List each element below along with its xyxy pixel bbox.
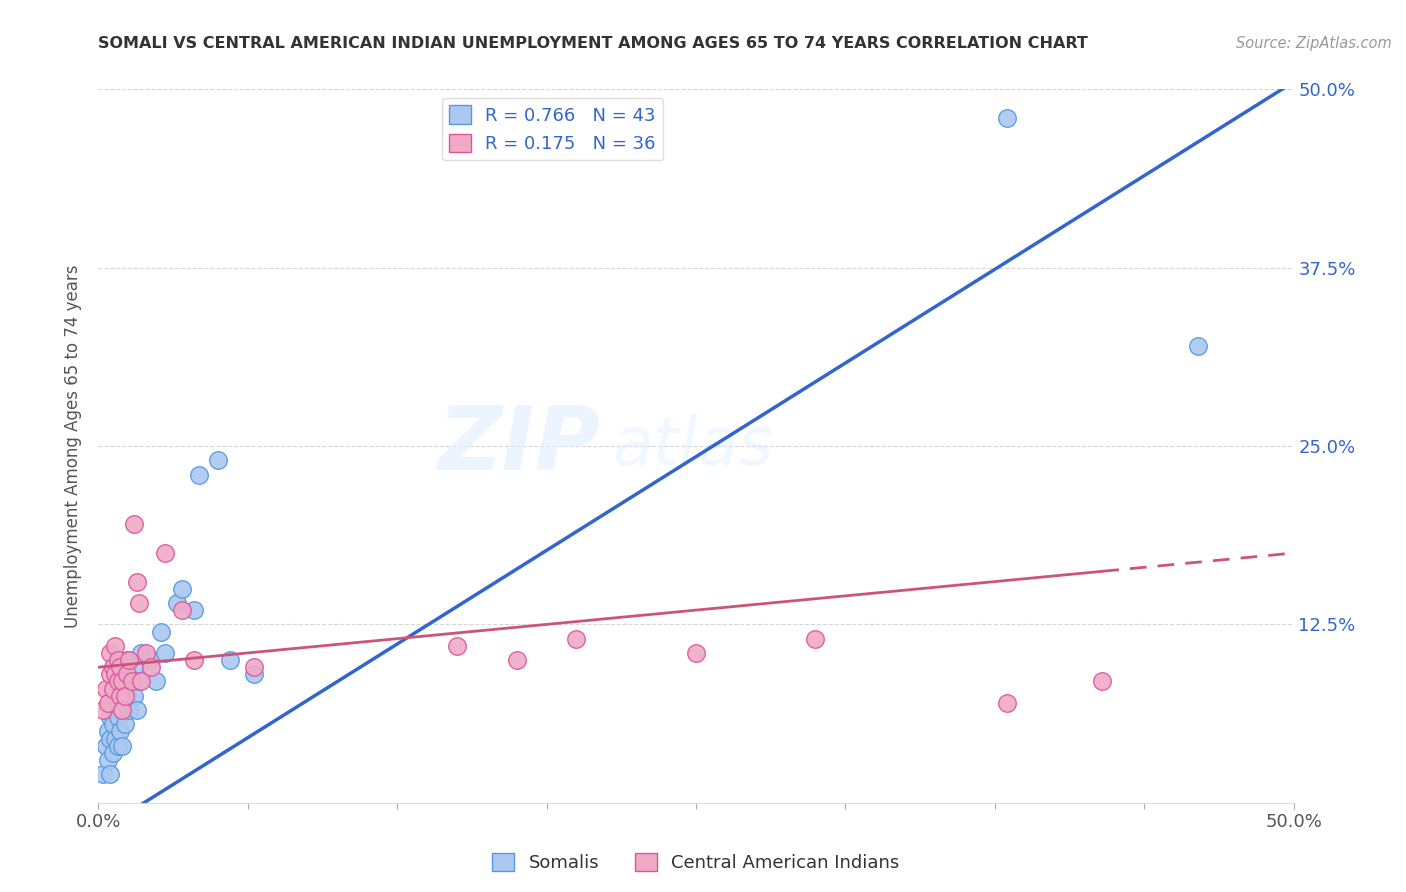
Point xyxy=(172,582,194,596)
Point xyxy=(139,653,162,667)
Point xyxy=(125,574,148,589)
Point xyxy=(121,674,143,689)
Point xyxy=(107,653,129,667)
Point xyxy=(111,739,134,753)
Point xyxy=(97,753,120,767)
Point xyxy=(111,703,134,717)
Text: ZIP: ZIP xyxy=(437,402,600,490)
Point xyxy=(114,689,136,703)
Point xyxy=(207,453,229,467)
Point xyxy=(104,639,127,653)
Point xyxy=(97,724,120,739)
Point xyxy=(108,696,131,710)
Point xyxy=(108,724,131,739)
Point xyxy=(187,467,209,482)
Point xyxy=(125,703,148,717)
Point xyxy=(183,653,205,667)
Point xyxy=(128,596,150,610)
Point xyxy=(104,667,127,681)
Point xyxy=(104,731,127,746)
Point xyxy=(111,703,134,717)
Point xyxy=(111,667,134,681)
Point xyxy=(128,674,150,689)
Point xyxy=(107,739,129,753)
Point xyxy=(107,674,129,689)
Text: SOMALI VS CENTRAL AMERICAN INDIAN UNEMPLOYMENT AMONG AGES 65 TO 74 YEARS CORRELA: SOMALI VS CENTRAL AMERICAN INDIAN UNEMPL… xyxy=(98,36,1088,51)
Point xyxy=(124,517,146,532)
Point xyxy=(91,767,114,781)
Point xyxy=(107,681,129,696)
Point xyxy=(1091,674,1114,689)
Point xyxy=(108,660,131,674)
Point xyxy=(139,660,162,674)
Text: Source: ZipAtlas.com: Source: ZipAtlas.com xyxy=(1236,36,1392,51)
Point xyxy=(995,111,1018,125)
Y-axis label: Unemployment Among Ages 65 to 74 years: Unemployment Among Ages 65 to 74 years xyxy=(65,264,83,628)
Text: atlas: atlas xyxy=(613,413,773,479)
Point xyxy=(149,624,172,639)
Point xyxy=(446,639,468,653)
Point xyxy=(94,739,117,753)
Point xyxy=(131,646,153,660)
Point xyxy=(98,710,122,724)
Legend: Somalis, Central American Indians: Somalis, Central American Indians xyxy=(485,846,907,880)
Point xyxy=(115,653,138,667)
Point xyxy=(97,696,120,710)
Point xyxy=(101,746,124,760)
Point xyxy=(506,653,529,667)
Point xyxy=(145,674,167,689)
Point xyxy=(243,667,266,681)
Point xyxy=(101,660,124,674)
Point xyxy=(166,596,188,610)
Point xyxy=(91,703,114,717)
Point xyxy=(98,767,122,781)
Point xyxy=(804,632,827,646)
Point xyxy=(98,667,122,681)
Point xyxy=(107,710,129,724)
Point xyxy=(121,674,143,689)
Point xyxy=(118,703,141,717)
Point xyxy=(1187,339,1209,353)
Point xyxy=(115,667,138,681)
Point xyxy=(135,646,157,660)
Point xyxy=(104,703,127,717)
Point xyxy=(124,689,146,703)
Point xyxy=(565,632,588,646)
Point xyxy=(155,546,177,560)
Point xyxy=(219,653,242,667)
Point xyxy=(101,696,124,710)
Point xyxy=(94,681,117,696)
Point xyxy=(124,660,146,674)
Point xyxy=(995,696,1018,710)
Point xyxy=(131,674,153,689)
Point xyxy=(101,717,124,731)
Point xyxy=(98,646,122,660)
Point xyxy=(685,646,707,660)
Point xyxy=(101,681,124,696)
Point xyxy=(155,646,177,660)
Point xyxy=(172,603,194,617)
Point xyxy=(108,689,131,703)
Point xyxy=(183,603,205,617)
Point xyxy=(114,717,136,731)
Point xyxy=(98,731,122,746)
Point xyxy=(243,660,266,674)
Point xyxy=(118,653,141,667)
Point xyxy=(115,689,138,703)
Point xyxy=(111,674,134,689)
